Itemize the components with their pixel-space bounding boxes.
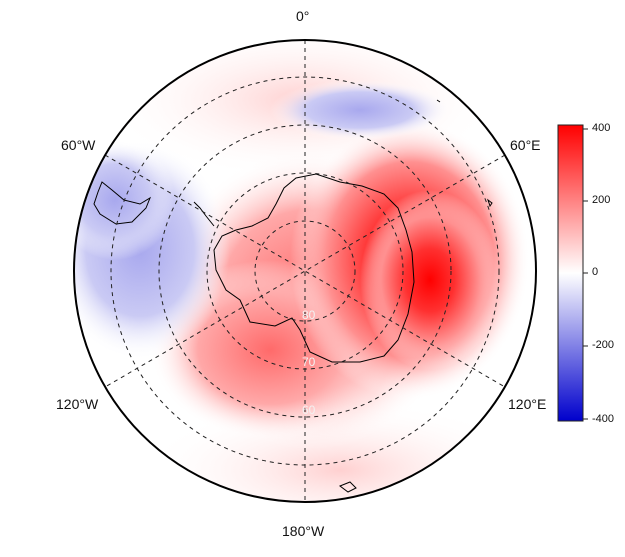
- colorbar-label-0: 0: [592, 266, 599, 278]
- islands: [338, 99, 493, 493]
- map-boundary: [73, 39, 537, 503]
- colorbar-label-neg200: -200: [592, 339, 615, 351]
- colorbar-gradient: [557, 124, 584, 422]
- colorbar-label-200: 200: [592, 194, 611, 206]
- lat-label-70: 70: [302, 355, 316, 369]
- colorbar: [557, 124, 588, 422]
- anomaly-field: [74, 40, 536, 502]
- lon-label-180w: 180°W: [282, 523, 325, 539]
- graticule: [104, 40, 506, 502]
- lon-label-120e: 120°E: [508, 396, 547, 412]
- colorbar-label-400: 400: [592, 122, 611, 134]
- lon-label-60e: 60°E: [510, 137, 541, 153]
- lat-label-60: 60: [302, 403, 316, 417]
- lon-label-120w: 120°W: [56, 396, 99, 412]
- lon-label-60w: 60°W: [61, 137, 96, 153]
- lat-label-80: 80: [302, 308, 316, 322]
- south-america-coastline: [93, 181, 152, 225]
- colorbar-label-neg400: -400: [592, 413, 615, 425]
- lon-label-0: 0°: [296, 8, 310, 24]
